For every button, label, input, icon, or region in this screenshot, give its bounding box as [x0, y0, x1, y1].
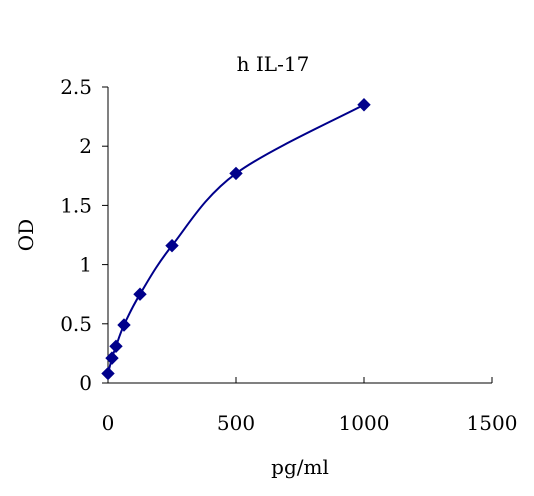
y-tick-label: 0	[79, 371, 92, 395]
y-tick-label: 2	[79, 134, 92, 158]
y-axis: 0 0.5 1 1.5 2 2.5	[60, 75, 109, 395]
series-layer	[101, 98, 371, 381]
data-point-diamond	[105, 351, 119, 365]
y-tick-label: 1.5	[60, 193, 92, 217]
x-axis-title: pg/ml	[271, 455, 329, 479]
x-tick-label: 500	[217, 411, 255, 435]
data-point-diamond	[229, 166, 243, 181]
data-point-diamond	[165, 238, 179, 253]
y-tick-label: 1	[79, 253, 92, 277]
x-axis: 0 500 1000 1500	[102, 377, 518, 435]
y-axis-title: OD	[14, 219, 38, 251]
chart-title: h IL-17	[237, 52, 310, 76]
series-line	[107, 103, 365, 374]
x-tick-label: 0	[102, 411, 115, 435]
y-tick-label: 2.5	[60, 75, 92, 99]
data-point-diamond	[133, 287, 147, 301]
x-tick-label: 1000	[339, 411, 390, 435]
data-point-diamond	[117, 318, 131, 332]
x-tick-label: 1500	[467, 411, 518, 435]
data-point-diamond	[109, 339, 123, 354]
data-point-diamond	[101, 366, 115, 381]
y-tick-label: 0.5	[60, 312, 92, 336]
data-point-diamond	[357, 98, 371, 112]
